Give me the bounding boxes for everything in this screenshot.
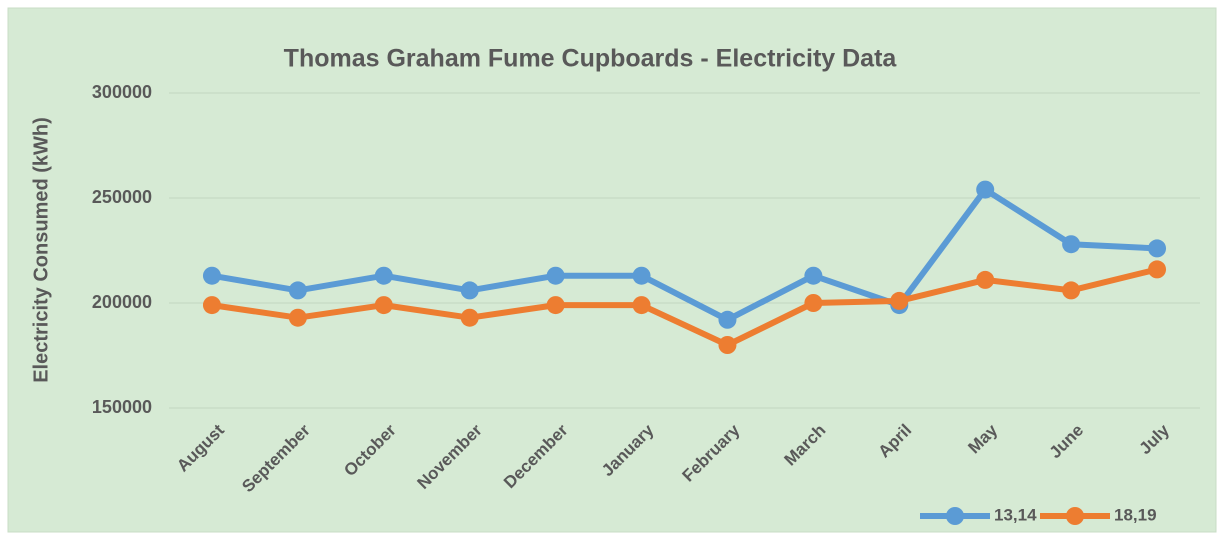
y-tick-label: 150000 xyxy=(92,397,152,417)
data-point xyxy=(1062,235,1081,254)
data-point xyxy=(460,281,479,300)
y-tick-label: 300000 xyxy=(92,82,152,102)
y-tick-label: 250000 xyxy=(92,187,152,207)
legend-label: 18,19 xyxy=(1114,505,1157,524)
data-point xyxy=(632,266,651,285)
series-line xyxy=(211,186,1158,323)
data-point xyxy=(804,266,823,285)
data-point xyxy=(374,296,393,315)
data-point xyxy=(288,308,307,327)
data-point xyxy=(976,180,995,199)
y-axis-label: Electricity Consumed (kWh) xyxy=(30,117,52,383)
data-point xyxy=(718,336,737,354)
data-point xyxy=(374,266,393,285)
data-point xyxy=(718,310,737,329)
data-point xyxy=(890,291,909,310)
chart-title: Thomas Graham Fume Cupboards - Electrici… xyxy=(284,45,898,73)
data-point xyxy=(1062,281,1081,300)
data-point xyxy=(804,294,823,312)
legend-label: 13,14 xyxy=(994,505,1037,524)
data-point xyxy=(546,296,565,315)
data-point xyxy=(288,281,307,300)
legend-marker xyxy=(1066,507,1084,525)
legend-marker xyxy=(946,507,964,525)
data-point xyxy=(546,266,565,285)
series-line xyxy=(211,266,1158,348)
data-point xyxy=(202,296,221,315)
data-point xyxy=(460,308,479,327)
data-point xyxy=(976,270,995,289)
data-point xyxy=(1148,260,1167,279)
data-point xyxy=(632,296,651,315)
data-point xyxy=(1148,239,1167,258)
y-tick-label: 200000 xyxy=(92,292,152,312)
data-point xyxy=(202,266,221,285)
